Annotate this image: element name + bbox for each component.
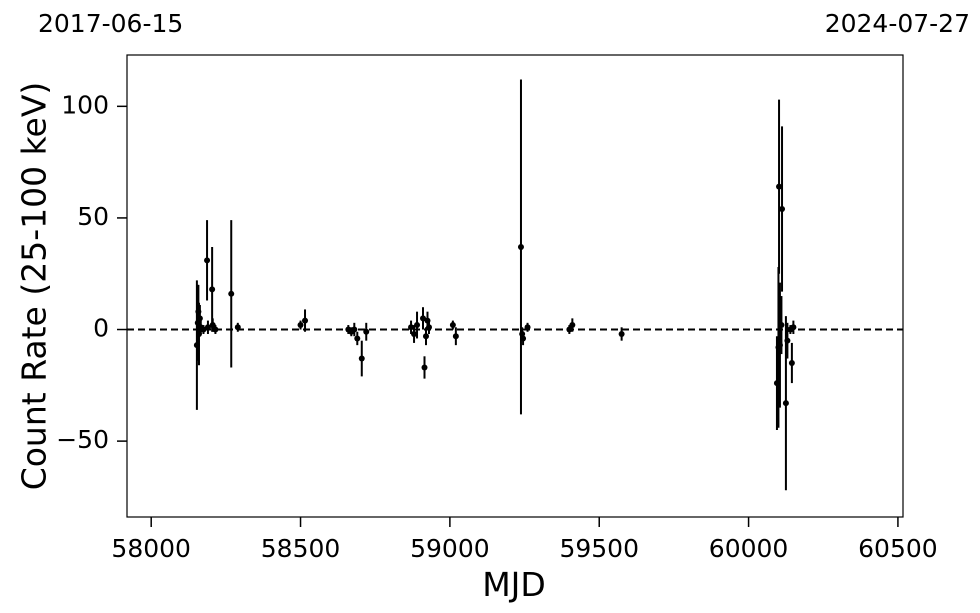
- data-point: [452, 333, 459, 340]
- data-point: [209, 322, 216, 329]
- x-tick-label: 59000: [410, 534, 490, 563]
- y-tick-label: 0: [93, 314, 109, 343]
- data-point: [421, 364, 428, 371]
- data-point: [422, 333, 429, 340]
- x-tick-label: 60000: [709, 534, 789, 563]
- data-point: [778, 322, 785, 329]
- data-point: [297, 322, 304, 329]
- data-point: [196, 315, 203, 322]
- data-point: [234, 324, 241, 331]
- data-point: [411, 330, 418, 337]
- x-tick-label: 58500: [261, 534, 341, 563]
- data-point: [776, 183, 783, 190]
- x-tick-label: 60500: [858, 534, 938, 563]
- y-tick-label: −50: [56, 425, 109, 454]
- top-date-label: 2024-07-27: [825, 9, 970, 38]
- data-point: [209, 286, 216, 293]
- data-point: [788, 360, 795, 366]
- data-point: [566, 326, 573, 333]
- data-point: [524, 324, 531, 331]
- data-point: [779, 206, 786, 212]
- data-point: [618, 330, 625, 337]
- data-point: [414, 322, 421, 329]
- data-point: [228, 290, 235, 297]
- y-tick-label: 50: [77, 202, 109, 231]
- y-axis-label: Count Rate (25-100 keV): [15, 82, 54, 491]
- data-point: [420, 315, 427, 322]
- data-point: [302, 317, 309, 324]
- x-tick-label: 58000: [111, 534, 191, 563]
- data-point: [204, 324, 211, 331]
- data-point: [363, 328, 370, 335]
- data-point: [520, 335, 527, 342]
- data-point: [212, 326, 219, 333]
- data-point: [200, 326, 207, 333]
- data-point: [351, 326, 358, 333]
- data-point: [408, 324, 415, 331]
- data-point: [569, 322, 576, 329]
- data-point: [425, 324, 432, 331]
- data-point: [517, 243, 524, 250]
- data-point: [449, 322, 456, 329]
- top-date-label: 2017-06-15: [38, 9, 183, 38]
- x-axis-label: MJD: [482, 565, 546, 604]
- data-point: [354, 335, 361, 342]
- data-point: [358, 355, 365, 362]
- plot-frame: [126, 54, 904, 518]
- data-point: [204, 257, 211, 264]
- data-point: [787, 326, 794, 333]
- y-tick-label: 100: [61, 90, 109, 119]
- data-point: [784, 337, 791, 344]
- x-tick-label: 59500: [559, 534, 639, 563]
- data-point: [782, 400, 789, 407]
